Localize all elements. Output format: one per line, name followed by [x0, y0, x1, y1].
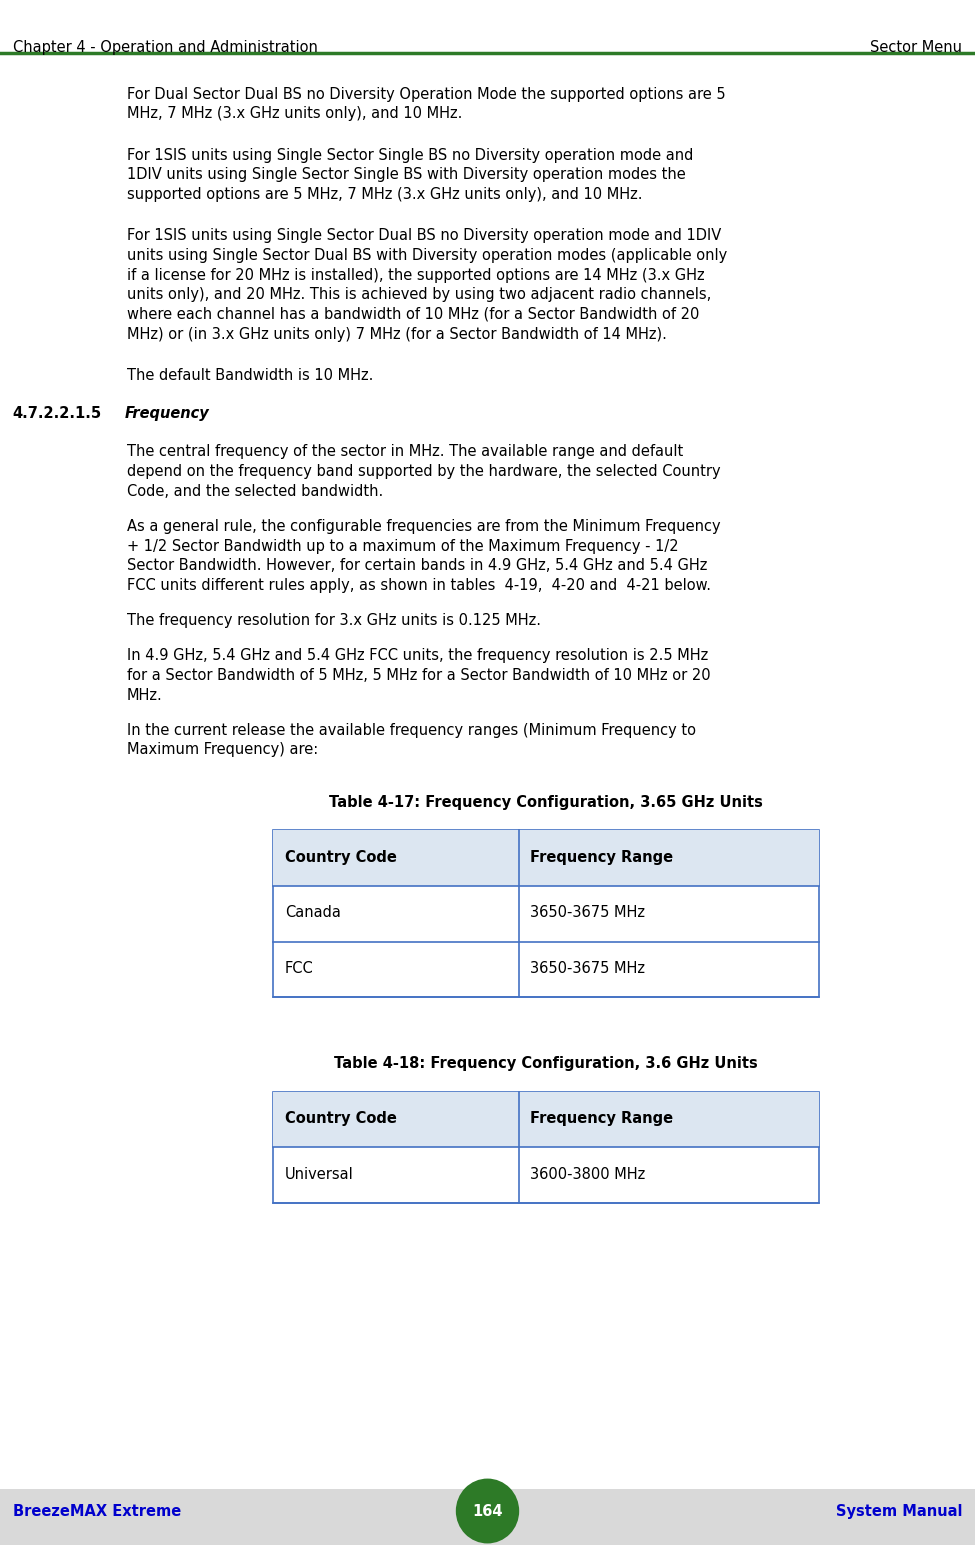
Text: 3650-3675 MHz: 3650-3675 MHz: [530, 905, 645, 921]
Text: In the current release the available frequency ranges (Minimum Frequency to: In the current release the available fre…: [127, 723, 696, 739]
Text: In 4.9 GHz, 5.4 GHz and 5.4 GHz FCC units, the frequency resolution is 2.5 MHz: In 4.9 GHz, 5.4 GHz and 5.4 GHz FCC unit…: [127, 649, 708, 663]
Text: For 1SIS units using Single Sector Dual BS no Diversity operation mode and 1DIV: For 1SIS units using Single Sector Dual …: [127, 229, 721, 243]
Text: Frequency Range: Frequency Range: [530, 850, 674, 865]
Ellipse shape: [456, 1479, 519, 1543]
Text: Canada: Canada: [285, 905, 340, 921]
Text: Table 4-18: Frequency Configuration, 3.6 GHz Units: Table 4-18: Frequency Configuration, 3.6…: [334, 1055, 758, 1071]
Text: For 1SIS units using Single Sector Single BS no Diversity operation mode and: For 1SIS units using Single Sector Singl…: [127, 147, 693, 162]
Text: Country Code: Country Code: [285, 1111, 397, 1126]
Text: units only), and 20 MHz. This is achieved by using two adjacent radio channels,: units only), and 20 MHz. This is achieve…: [127, 287, 711, 303]
Bar: [273, 830, 819, 997]
Text: + 1/2 Sector Bandwidth up to a maximum of the Maximum Frequency - 1/2: + 1/2 Sector Bandwidth up to a maximum o…: [127, 539, 679, 553]
Text: FCC units different rules apply, as shown in tables  4-19,  4-20 and  4-21 below: FCC units different rules apply, as show…: [127, 578, 711, 593]
Text: Frequency Range: Frequency Range: [530, 1111, 674, 1126]
Text: Sector Bandwidth. However, for certain bands in 4.9 GHz, 5.4 GHz and 5.4 GHz: Sector Bandwidth. However, for certain b…: [127, 558, 707, 573]
Text: units using Single Sector Dual BS with Diversity operation modes (applicable onl: units using Single Sector Dual BS with D…: [127, 247, 727, 263]
Text: MHz, 7 MHz (3.x GHz units only), and 10 MHz.: MHz, 7 MHz (3.x GHz units only), and 10 …: [127, 107, 462, 121]
Bar: [273, 830, 819, 885]
Text: MHz) or (in 3.x GHz units only) 7 MHz (for a Sector Bandwidth of 14 MHz).: MHz) or (in 3.x GHz units only) 7 MHz (f…: [127, 326, 667, 341]
Text: MHz.: MHz.: [127, 688, 163, 703]
Text: The frequency resolution for 3.x GHz units is 0.125 MHz.: The frequency resolution for 3.x GHz uni…: [127, 613, 541, 629]
Text: 1DIV units using Single Sector Single BS with Diversity operation modes the: 1DIV units using Single Sector Single BS…: [127, 167, 685, 182]
Text: 164: 164: [472, 1503, 503, 1519]
Text: Maximum Frequency) are:: Maximum Frequency) are:: [127, 743, 318, 757]
Bar: [0, 1489, 975, 1545]
Text: BreezeMAX Extreme: BreezeMAX Extreme: [13, 1503, 181, 1519]
Text: if a license for 20 MHz is installed), the supported options are 14 MHz (3.x GHz: if a license for 20 MHz is installed), t…: [127, 267, 704, 283]
Text: 3650-3675 MHz: 3650-3675 MHz: [530, 961, 645, 976]
Text: For Dual Sector Dual BS no Diversity Operation Mode the supported options are 5: For Dual Sector Dual BS no Diversity Ope…: [127, 87, 725, 102]
Text: for a Sector Bandwidth of 5 MHz, 5 MHz for a Sector Bandwidth of 10 MHz or 20: for a Sector Bandwidth of 5 MHz, 5 MHz f…: [127, 667, 711, 683]
Text: The default Bandwidth is 10 MHz.: The default Bandwidth is 10 MHz.: [127, 368, 373, 383]
Bar: [273, 1092, 819, 1148]
Text: System Manual: System Manual: [836, 1503, 962, 1519]
Text: Sector Menu: Sector Menu: [871, 40, 962, 56]
Text: Table 4-17: Frequency Configuration, 3.65 GHz Units: Table 4-17: Frequency Configuration, 3.6…: [330, 794, 762, 810]
Text: FCC: FCC: [285, 961, 313, 976]
Text: The central frequency of the sector in MHz. The available range and default: The central frequency of the sector in M…: [127, 445, 683, 459]
Text: 4.7.2.2.1.5: 4.7.2.2.1.5: [13, 406, 101, 422]
Text: Chapter 4 - Operation and Administration: Chapter 4 - Operation and Administration: [13, 40, 318, 56]
Text: depend on the frequency band supported by the hardware, the selected Country: depend on the frequency band supported b…: [127, 464, 721, 479]
Text: supported options are 5 MHz, 7 MHz (3.x GHz units only), and 10 MHz.: supported options are 5 MHz, 7 MHz (3.x …: [127, 187, 643, 202]
Text: Frequency: Frequency: [125, 406, 210, 422]
Text: Code, and the selected bandwidth.: Code, and the selected bandwidth.: [127, 484, 383, 499]
Text: 3600-3800 MHz: 3600-3800 MHz: [530, 1166, 645, 1182]
Text: As a general rule, the configurable frequencies are from the Minimum Frequency: As a general rule, the configurable freq…: [127, 519, 721, 535]
Text: Universal: Universal: [285, 1166, 354, 1182]
Text: Country Code: Country Code: [285, 850, 397, 865]
Text: where each channel has a bandwidth of 10 MHz (for a Sector Bandwidth of 20: where each channel has a bandwidth of 10…: [127, 307, 699, 321]
Bar: [273, 1092, 819, 1204]
